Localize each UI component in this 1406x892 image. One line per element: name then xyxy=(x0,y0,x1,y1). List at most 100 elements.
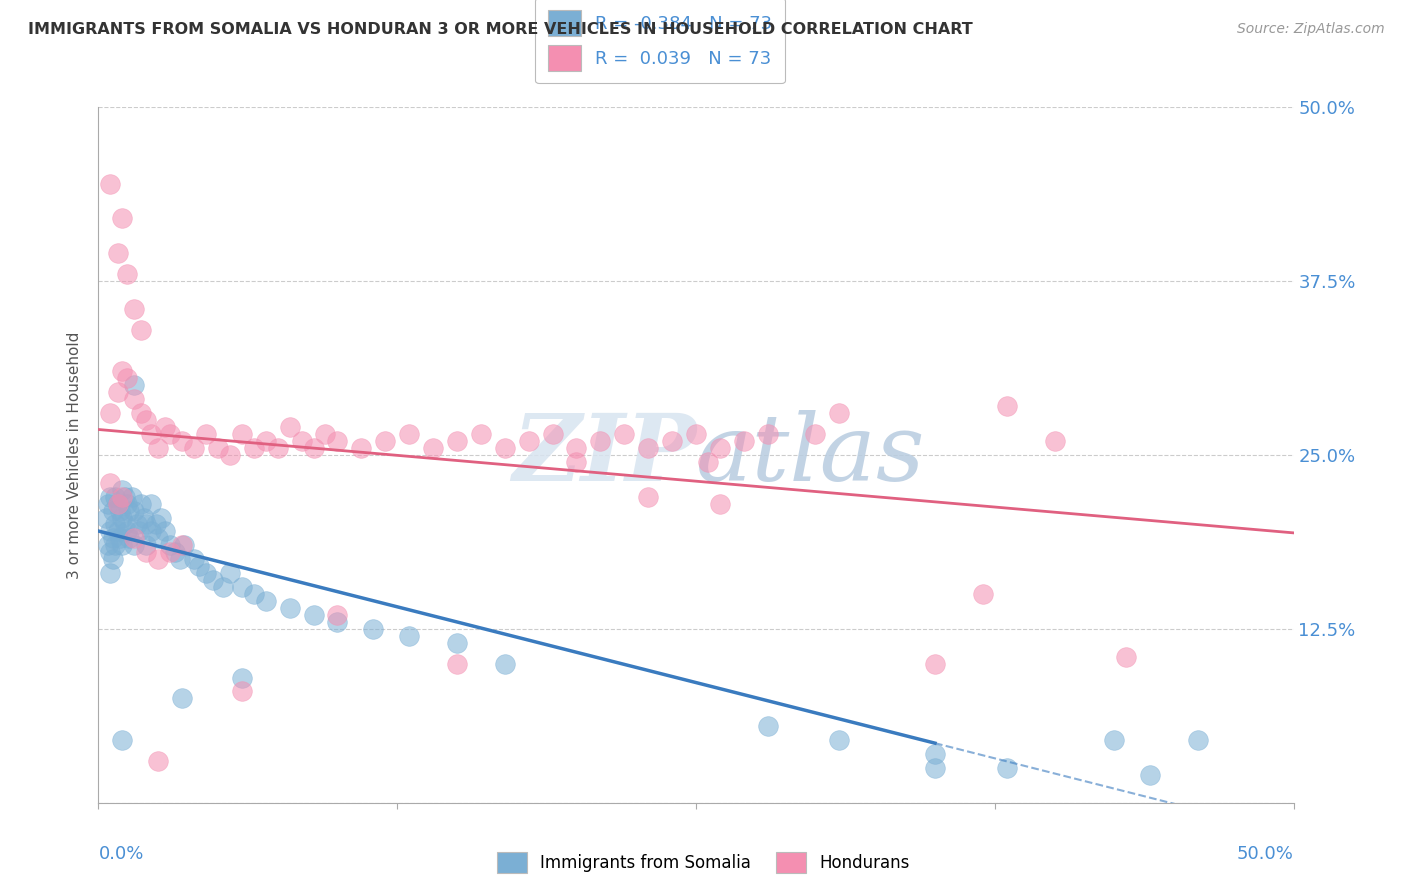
Point xyxy=(148,754,170,768)
Point xyxy=(661,434,683,448)
Point xyxy=(697,455,720,469)
Point xyxy=(108,532,131,546)
Point xyxy=(302,441,325,455)
Point xyxy=(118,503,141,517)
Point xyxy=(733,434,755,448)
Point xyxy=(148,552,170,566)
Point xyxy=(115,497,138,511)
Point xyxy=(135,545,157,559)
Point xyxy=(163,545,186,559)
Point xyxy=(565,455,588,469)
Point xyxy=(155,524,177,539)
Point xyxy=(124,378,146,392)
Point xyxy=(107,497,129,511)
Point xyxy=(155,420,177,434)
Point xyxy=(183,552,205,566)
Point xyxy=(613,427,636,442)
Point xyxy=(107,246,129,260)
Text: IMMIGRANTS FROM SOMALIA VS HONDURAN 3 OR MORE VEHICLES IN HOUSEHOLD CORRELATION : IMMIGRANTS FROM SOMALIA VS HONDURAN 3 OR… xyxy=(28,22,973,37)
Point xyxy=(111,538,134,552)
Point xyxy=(124,538,146,552)
Point xyxy=(111,211,134,226)
Point xyxy=(115,524,138,539)
Legend: Immigrants from Somalia, Hondurans: Immigrants from Somalia, Hondurans xyxy=(489,846,917,880)
Point xyxy=(446,434,468,448)
Point xyxy=(541,427,564,442)
Point xyxy=(326,607,349,622)
Point xyxy=(194,427,218,442)
Point xyxy=(135,413,157,427)
Point xyxy=(637,490,659,504)
Point xyxy=(231,427,253,442)
Point xyxy=(243,587,266,601)
Point xyxy=(924,657,946,671)
Point xyxy=(207,441,229,455)
Point xyxy=(231,671,253,685)
Point xyxy=(149,510,172,524)
Point xyxy=(148,532,170,546)
Point xyxy=(804,427,827,442)
Point xyxy=(374,434,396,448)
Point xyxy=(219,448,242,462)
Point xyxy=(267,441,290,455)
Point xyxy=(685,427,707,442)
Point xyxy=(118,532,141,546)
Point xyxy=(202,573,225,587)
Point xyxy=(128,524,150,539)
Point xyxy=(924,761,946,775)
Point xyxy=(107,524,129,539)
Point xyxy=(139,427,162,442)
Point xyxy=(169,552,191,566)
Point xyxy=(159,545,181,559)
Point xyxy=(132,510,155,524)
Point xyxy=(124,392,146,407)
Point xyxy=(101,552,124,566)
Point xyxy=(131,497,153,511)
Point xyxy=(172,434,194,448)
Point xyxy=(172,538,194,552)
Point xyxy=(972,587,994,601)
Point xyxy=(709,441,731,455)
Point xyxy=(398,629,420,643)
Point xyxy=(139,524,162,539)
Point xyxy=(115,267,138,281)
Point xyxy=(135,517,157,532)
Point xyxy=(104,490,127,504)
Point xyxy=(159,538,181,552)
Point xyxy=(709,497,731,511)
Point xyxy=(111,364,134,378)
Text: ZIP: ZIP xyxy=(512,410,696,500)
Point xyxy=(315,427,337,442)
Point xyxy=(139,497,162,511)
Point xyxy=(107,497,129,511)
Point xyxy=(135,538,157,552)
Legend: R = -0.384   N = 73, R =  0.039   N = 73: R = -0.384 N = 73, R = 0.039 N = 73 xyxy=(536,0,785,83)
Point xyxy=(159,427,181,442)
Text: atlas: atlas xyxy=(696,410,925,500)
Point xyxy=(115,371,138,385)
Point xyxy=(363,622,385,636)
Point xyxy=(183,441,205,455)
Point xyxy=(172,691,194,706)
Point xyxy=(219,566,242,581)
Point xyxy=(131,406,153,420)
Point xyxy=(111,733,134,747)
Point xyxy=(828,733,851,747)
Point xyxy=(446,636,468,650)
Point xyxy=(1043,434,1066,448)
Point xyxy=(1187,733,1209,747)
Point xyxy=(111,510,134,524)
Point xyxy=(108,503,131,517)
Point xyxy=(589,434,612,448)
Point xyxy=(231,684,253,698)
Point xyxy=(124,301,146,316)
Point xyxy=(97,497,120,511)
Point xyxy=(145,517,167,532)
Point xyxy=(187,559,209,574)
Point xyxy=(398,427,420,442)
Point xyxy=(924,747,946,761)
Point xyxy=(278,601,301,615)
Point xyxy=(494,657,516,671)
Point xyxy=(104,538,127,552)
Point xyxy=(828,406,851,420)
